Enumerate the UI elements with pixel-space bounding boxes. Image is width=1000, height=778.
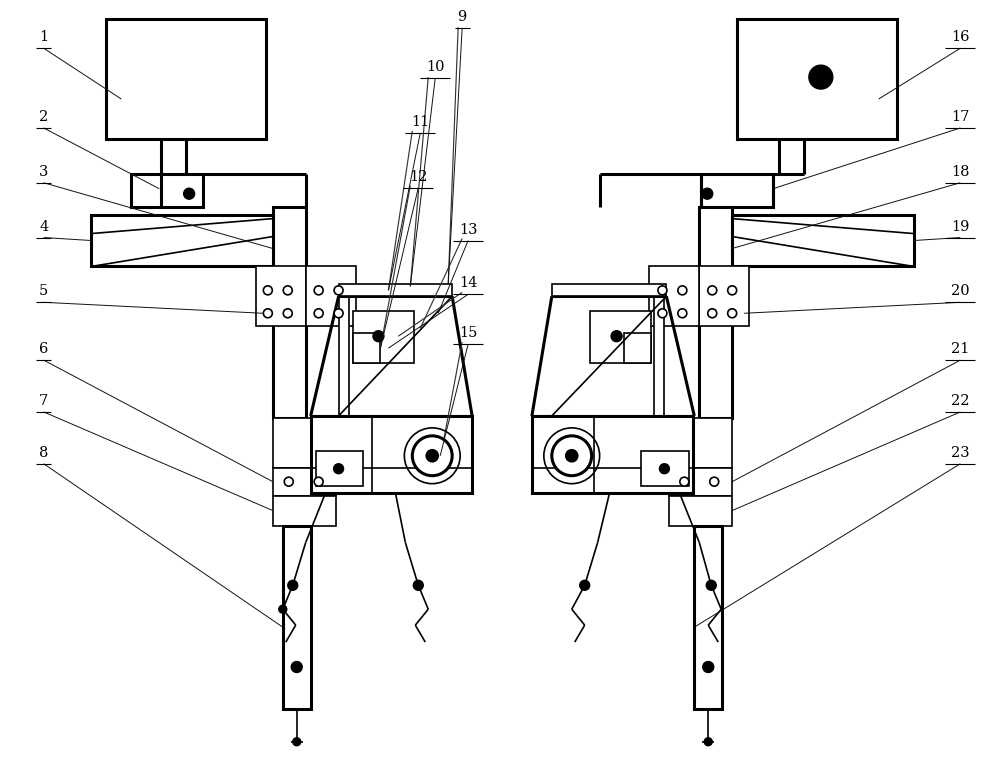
- Text: 4: 4: [39, 219, 48, 233]
- Bar: [339, 285, 452, 296]
- Bar: [306, 266, 356, 326]
- Circle shape: [288, 580, 298, 591]
- Bar: [131, 173, 203, 207]
- Text: 5: 5: [39, 284, 48, 298]
- Bar: [624, 333, 651, 363]
- Circle shape: [293, 738, 301, 746]
- Circle shape: [291, 661, 302, 672]
- Circle shape: [704, 738, 712, 746]
- Circle shape: [706, 580, 716, 591]
- Circle shape: [611, 331, 622, 342]
- Bar: [273, 418, 336, 468]
- Text: 3: 3: [39, 165, 48, 179]
- Circle shape: [659, 464, 669, 474]
- Circle shape: [263, 286, 272, 295]
- Bar: [273, 468, 336, 496]
- Bar: [311, 416, 472, 492]
- Bar: [273, 496, 336, 525]
- Text: 16: 16: [951, 30, 970, 44]
- Circle shape: [314, 286, 323, 295]
- Bar: [694, 525, 722, 709]
- Text: 21: 21: [951, 342, 970, 356]
- Bar: [641, 450, 689, 485]
- Circle shape: [334, 464, 344, 474]
- Bar: [699, 266, 749, 326]
- Bar: [273, 207, 306, 418]
- Text: 19: 19: [951, 219, 970, 233]
- Circle shape: [678, 309, 687, 317]
- Bar: [256, 266, 306, 326]
- Bar: [532, 416, 693, 492]
- Text: 1: 1: [39, 30, 48, 44]
- Text: 7: 7: [39, 394, 48, 408]
- Circle shape: [702, 188, 713, 199]
- Circle shape: [283, 286, 292, 295]
- Text: 20: 20: [951, 284, 970, 298]
- Circle shape: [728, 309, 737, 317]
- Circle shape: [373, 331, 384, 342]
- Bar: [353, 311, 414, 363]
- Bar: [654, 296, 664, 426]
- Bar: [552, 285, 666, 296]
- Text: 10: 10: [426, 60, 444, 74]
- Circle shape: [658, 286, 667, 295]
- Bar: [283, 525, 311, 709]
- Bar: [316, 450, 363, 485]
- Text: 17: 17: [951, 110, 970, 124]
- Circle shape: [728, 286, 737, 295]
- Circle shape: [809, 65, 833, 89]
- Text: 23: 23: [951, 446, 970, 460]
- Circle shape: [334, 309, 343, 317]
- Circle shape: [412, 436, 452, 475]
- Text: 12: 12: [409, 170, 427, 184]
- Circle shape: [678, 286, 687, 295]
- Circle shape: [680, 477, 689, 486]
- Bar: [701, 173, 773, 207]
- Circle shape: [580, 580, 590, 591]
- Circle shape: [283, 309, 292, 317]
- Text: 22: 22: [951, 394, 970, 408]
- Text: 9: 9: [458, 10, 467, 24]
- Circle shape: [279, 605, 287, 613]
- Text: 2: 2: [39, 110, 48, 124]
- Circle shape: [552, 436, 592, 475]
- Circle shape: [708, 309, 717, 317]
- Circle shape: [284, 477, 293, 486]
- Circle shape: [314, 477, 323, 486]
- Bar: [737, 19, 897, 139]
- Circle shape: [710, 477, 719, 486]
- Bar: [353, 333, 380, 363]
- Text: 8: 8: [39, 446, 48, 460]
- Bar: [590, 311, 651, 363]
- Bar: [732, 215, 914, 266]
- Circle shape: [413, 580, 423, 591]
- Circle shape: [184, 188, 195, 199]
- Circle shape: [314, 309, 323, 317]
- Bar: [669, 496, 732, 525]
- Bar: [91, 215, 273, 266]
- Circle shape: [263, 309, 272, 317]
- Bar: [669, 418, 732, 468]
- Circle shape: [334, 286, 343, 295]
- Text: 11: 11: [411, 115, 429, 129]
- Circle shape: [566, 450, 578, 461]
- Bar: [339, 296, 349, 426]
- Text: 6: 6: [39, 342, 48, 356]
- Text: 13: 13: [459, 223, 477, 237]
- Bar: [649, 266, 699, 326]
- Circle shape: [658, 309, 667, 317]
- Circle shape: [703, 661, 714, 672]
- Bar: [699, 207, 732, 418]
- Text: 14: 14: [459, 276, 477, 290]
- Circle shape: [426, 450, 438, 461]
- Bar: [669, 468, 732, 496]
- Circle shape: [708, 286, 717, 295]
- Text: 18: 18: [951, 165, 970, 179]
- Text: 15: 15: [459, 326, 477, 340]
- Bar: [106, 19, 266, 139]
